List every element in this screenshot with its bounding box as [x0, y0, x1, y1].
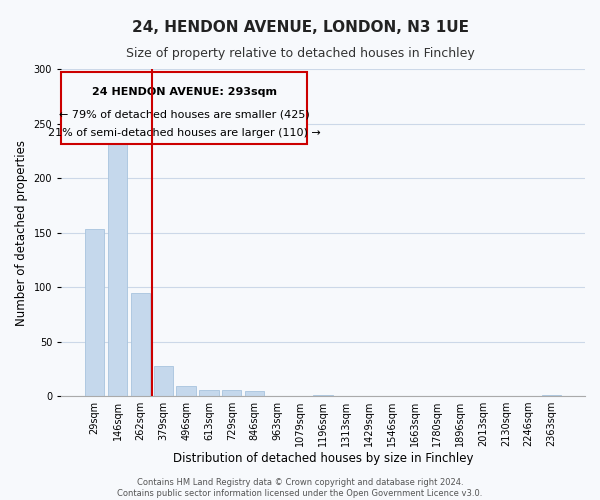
Bar — [313, 395, 333, 396]
Text: 24, HENDON AVENUE, LONDON, N3 1UE: 24, HENDON AVENUE, LONDON, N3 1UE — [131, 20, 469, 35]
FancyBboxPatch shape — [61, 72, 307, 144]
Bar — [85, 230, 104, 396]
Bar — [245, 390, 264, 396]
Text: Contains HM Land Registry data © Crown copyright and database right 2024.
Contai: Contains HM Land Registry data © Crown c… — [118, 478, 482, 498]
Bar — [131, 292, 150, 396]
Bar — [108, 132, 127, 396]
X-axis label: Distribution of detached houses by size in Finchley: Distribution of detached houses by size … — [173, 452, 473, 465]
Text: 21% of semi-detached houses are larger (110) →: 21% of semi-detached houses are larger (… — [48, 128, 320, 138]
Text: ← 79% of detached houses are smaller (425): ← 79% of detached houses are smaller (42… — [59, 109, 310, 119]
Text: Size of property relative to detached houses in Finchley: Size of property relative to detached ho… — [125, 48, 475, 60]
Bar — [542, 395, 561, 396]
Bar — [222, 390, 241, 396]
Text: 24 HENDON AVENUE: 293sqm: 24 HENDON AVENUE: 293sqm — [92, 88, 277, 98]
Y-axis label: Number of detached properties: Number of detached properties — [15, 140, 28, 326]
Bar — [176, 386, 196, 396]
Bar — [199, 390, 218, 396]
Bar — [154, 366, 173, 396]
